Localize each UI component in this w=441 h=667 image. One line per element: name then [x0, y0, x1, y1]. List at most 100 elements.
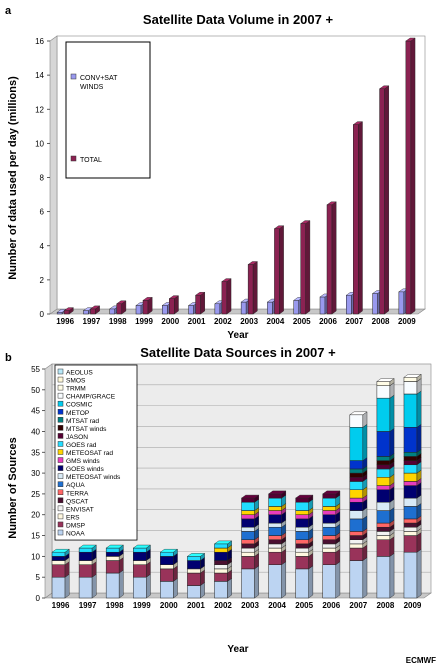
panel-b-seg-envisat-front [214, 564, 228, 570]
panel-a-bar-total-top [142, 297, 153, 301]
panel-a-floor [49, 308, 426, 315]
panel-a-xtick-label: 1997 [83, 317, 101, 326]
panel-b-seg-noaa-front [160, 581, 174, 599]
panel-b-seg-goes-rad-top [51, 549, 70, 553]
panel-b-legend-label: AEOLUS [66, 370, 93, 377]
panel-b-seg-noaa [132, 573, 152, 599]
panel-b-seg-goes-winds-front [322, 514, 336, 524]
panel-b-seg-meteosat-rad-front [214, 547, 228, 553]
panel-b-seg-ers-front [214, 568, 228, 574]
panel-b-seg-goes-winds-front [51, 556, 66, 561]
panel-b-seg-gms-winds-front [349, 497, 364, 503]
panel-a-bar-conv-front [135, 305, 142, 315]
panel-b-seg-noaa-side [416, 548, 422, 599]
panel-b-seg-jason-front [322, 493, 336, 499]
panel-b-legend-swatch [57, 457, 64, 463]
panel-b-seg-qscat-front [376, 526, 391, 532]
panel-b-ytick-label: 10 [31, 552, 40, 561]
panel-b-seg-meteosat-winds-front [241, 526, 255, 532]
panel-b-seg-gms-winds-front [295, 514, 309, 520]
panel-b-seg-noaa-front [268, 564, 282, 599]
panel-b-seg-envisat-front [403, 526, 418, 532]
panel-b-legend-swatch [57, 513, 64, 520]
panel-b-seg-terra-front [322, 535, 336, 540]
panel-b-legend-swatch [57, 425, 64, 431]
panel-b-legend-swatch [57, 489, 64, 495]
panel-a-legend-label-total: TOTAL [80, 157, 102, 164]
panel-b-seg-trmm-top [376, 378, 395, 382]
panel-a-legend-box [65, 41, 151, 179]
panel-b-legend-label: SMOS [66, 378, 86, 385]
panel-a-ytick-label: 2 [40, 276, 45, 285]
panel-b-xtick-label: 2009 [404, 601, 422, 610]
panel-a-xtick-label: 2001 [188, 317, 206, 326]
panel-a-xtick-label: 2006 [319, 317, 337, 326]
panel-b-ytick-label: 20 [31, 511, 40, 520]
panel-b-seg-meteosat-rad-front [295, 510, 309, 515]
panel-a-bar-conv-front [346, 294, 352, 315]
panel-b-seg-jason-top [295, 494, 314, 499]
panel-b-seg-noaa-front [349, 560, 364, 599]
panel-a-ytick-label: 10 [35, 139, 44, 148]
panel-b-legend-label: METOP [66, 410, 90, 417]
panel-a-ytick-label: 16 [35, 37, 44, 46]
panel-b-legend-swatch [57, 465, 64, 471]
panel-b-seg-cosmic-front [403, 393, 418, 428]
panel-a-bar-total [247, 261, 258, 315]
panel-b-ytick-label: 50 [31, 386, 40, 395]
panel-b-seg-goes-rad [159, 548, 179, 557]
panel-a-bar-conv-front [83, 310, 89, 315]
panel-b-seg-meteosat-rad-front [322, 506, 336, 511]
panel-a-bar-total-top [168, 295, 180, 299]
panel-a-bar-total-front [142, 300, 149, 315]
panel-b-ylabel: Number of Sources [7, 437, 19, 538]
panel-a-bar-total-side [410, 37, 416, 315]
panel-b-seg-goes-rad [132, 544, 152, 553]
panel-a-bar-total-side [279, 225, 284, 315]
panel-a-ytick-label: 0 [40, 310, 45, 319]
panel-a-bar-total-front [326, 204, 333, 315]
panel-b-ytick-label: 45 [31, 407, 40, 416]
panel-b-seg-noaa [295, 565, 314, 599]
panel-a-bar-conv-front [109, 308, 115, 315]
panel-a-bar-total-top [378, 85, 390, 89]
panel-b-seg-ers-front [241, 551, 255, 557]
panel-a-bar-total-front [274, 228, 280, 315]
panel-b-seg-trmm [376, 378, 395, 387]
panel-b-side-wall [44, 363, 53, 599]
panel-b-seg-terra-front [295, 539, 309, 545]
panel-b-seg-champ-grace-top [349, 411, 368, 415]
panel-a-bar-total-front [221, 281, 228, 315]
panel-a-bar-total [326, 201, 337, 315]
panel-b-seg-goes-rad [213, 540, 233, 549]
panel-a-xtick-label: 2002 [214, 317, 232, 326]
panel-b-legend-swatch [57, 400, 64, 407]
panel-b-seg-noaa-front [241, 568, 255, 599]
panel-b-seg-meteosat-rad-front [403, 472, 418, 482]
panel-b-seg-gms-winds-front [268, 510, 282, 515]
panel-b-legend-swatch [57, 376, 64, 383]
panel-b-seg-ers-front [78, 560, 93, 565]
panel-b-seg-dmsp-front [322, 551, 336, 565]
panel-b-seg-terra-front [268, 535, 282, 540]
panel-a-bar-conv-front [214, 303, 221, 315]
panel-b-seg-meteosat-winds-front [268, 522, 282, 528]
panel-b-legend-swatch [57, 417, 64, 423]
panel-b-seg-noaa [322, 561, 341, 599]
panel-b-legend-label: JASON [66, 434, 88, 441]
panel-b-legend-swatch [57, 481, 64, 487]
panel-b-seg-envisat-front [322, 543, 336, 549]
panel-b-seg-goes-rad-front [268, 497, 282, 507]
panel-a-ytick-label: 14 [35, 71, 44, 80]
panel-b-seg-goes-rad-front [187, 556, 201, 561]
panel-a-bar-total [89, 305, 101, 315]
panel-b-seg-goes-winds-front [78, 551, 93, 561]
panel-b-seg-gms-winds-front [322, 510, 336, 515]
panel-b-seg-goes-rad [105, 544, 125, 553]
panel-a-bar-total-top [63, 307, 74, 311]
panel-a-xtick-label: 2000 [161, 317, 179, 326]
panel-b-xtick-label: 2002 [214, 601, 232, 610]
panel-b-seg-noaa [78, 573, 97, 599]
panel-b-seg-noaa-side [335, 561, 341, 599]
panel-b-seg-ers-front [349, 543, 364, 549]
